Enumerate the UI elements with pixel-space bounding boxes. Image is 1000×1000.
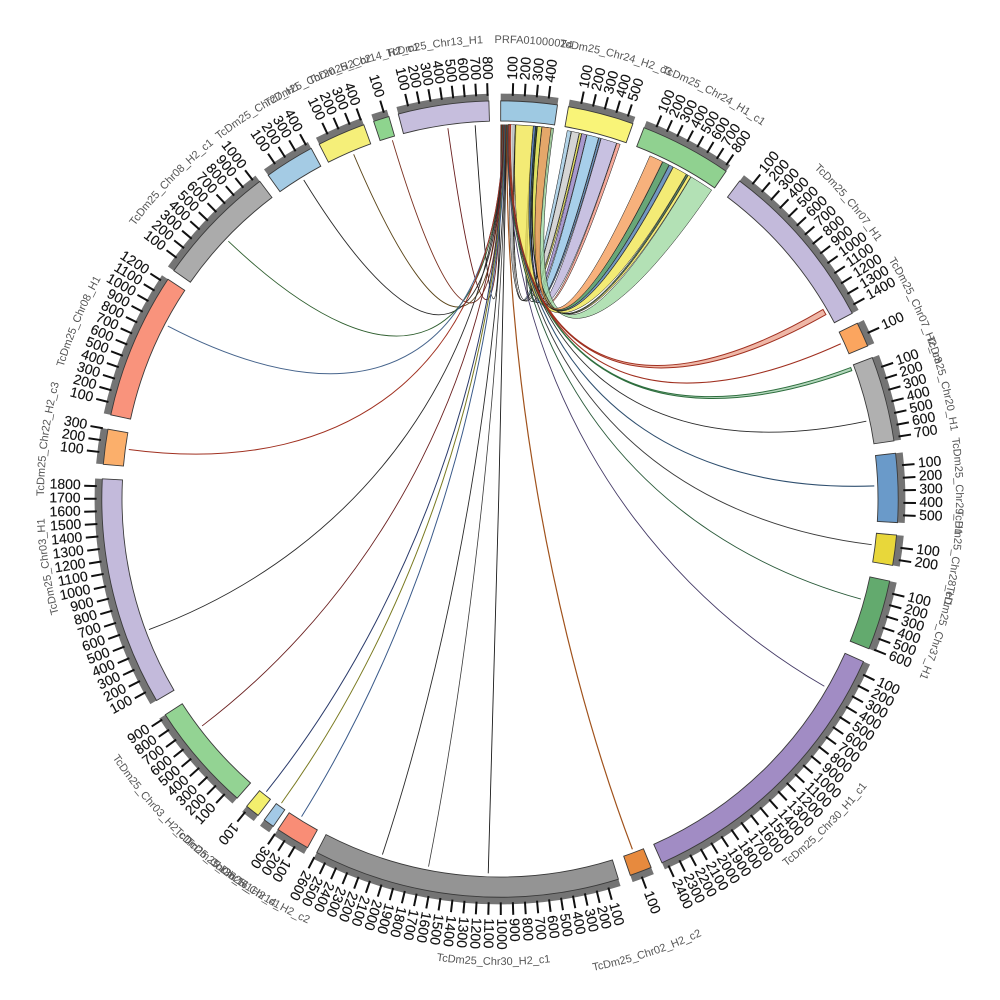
svg-text:100: 100 (504, 56, 521, 80)
svg-text:700: 700 (532, 916, 550, 941)
svg-text:300: 300 (63, 412, 89, 432)
svg-text:100: 100 (916, 541, 941, 560)
svg-text:600: 600 (911, 408, 937, 428)
svg-text:1200: 1200 (53, 555, 86, 576)
svg-text:200: 200 (516, 56, 533, 81)
svg-text:1500: 1500 (50, 516, 82, 534)
svg-text:400: 400 (905, 383, 932, 404)
svg-text:200: 200 (72, 371, 99, 393)
svg-text:500: 500 (908, 395, 934, 416)
svg-text:TcDm25_Chr29_H1: TcDm25_Chr29_H1 (949, 437, 965, 535)
svg-text:200: 200 (588, 66, 609, 93)
svg-text:1300: 1300 (52, 542, 85, 562)
svg-text:1400: 1400 (440, 915, 460, 948)
svg-text:1700: 1700 (400, 908, 422, 942)
svg-text:400: 400 (541, 58, 560, 83)
svg-text:500: 500 (624, 76, 647, 103)
svg-text:200: 200 (594, 904, 615, 931)
svg-text:700: 700 (467, 56, 484, 80)
svg-text:300: 300 (919, 480, 943, 497)
svg-text:700: 700 (76, 619, 103, 641)
svg-text:1400: 1400 (50, 529, 83, 548)
svg-text:TcDm25_Chr30_H2_c1: TcDm25_Chr30_H2_c1 (436, 952, 551, 968)
svg-text:100: 100 (575, 63, 595, 89)
svg-text:200: 200 (405, 63, 425, 89)
svg-text:500: 500 (557, 912, 576, 938)
svg-text:300: 300 (899, 612, 926, 634)
svg-text:100: 100 (366, 72, 388, 99)
svg-text:400: 400 (919, 494, 943, 510)
svg-text:100: 100 (59, 438, 84, 457)
svg-text:300: 300 (600, 69, 622, 96)
svg-text:100: 100 (893, 345, 921, 368)
svg-text:100: 100 (917, 453, 942, 471)
svg-text:300: 300 (901, 370, 928, 392)
svg-text:1100: 1100 (481, 918, 498, 949)
svg-text:400: 400 (430, 59, 449, 85)
svg-text:700: 700 (913, 421, 939, 440)
svg-text:1600: 1600 (49, 503, 81, 520)
svg-text:900: 900 (69, 593, 96, 614)
svg-text:1300: 1300 (454, 916, 473, 949)
svg-text:500: 500 (919, 507, 943, 524)
svg-text:400: 400 (79, 346, 107, 369)
svg-text:300: 300 (417, 61, 437, 87)
svg-text:400: 400 (569, 910, 589, 936)
svg-text:1100: 1100 (56, 568, 89, 589)
svg-text:200: 200 (898, 358, 925, 380)
svg-text:600: 600 (544, 914, 563, 939)
svg-text:500: 500 (442, 58, 461, 83)
svg-text:300: 300 (582, 907, 603, 933)
svg-text:600: 600 (455, 57, 473, 82)
svg-text:1800: 1800 (387, 905, 410, 939)
svg-text:200: 200 (903, 600, 930, 622)
svg-text:800: 800 (519, 917, 536, 942)
svg-text:400: 400 (895, 624, 922, 647)
svg-text:1600: 1600 (414, 911, 435, 945)
svg-text:800: 800 (480, 56, 497, 80)
svg-text:300: 300 (529, 57, 547, 82)
svg-text:400: 400 (612, 72, 634, 99)
svg-text:800: 800 (72, 606, 99, 628)
svg-text:1000: 1000 (494, 918, 510, 949)
svg-text:600: 600 (80, 631, 108, 654)
svg-text:900: 900 (507, 918, 524, 942)
svg-text:300: 300 (75, 358, 102, 380)
svg-text:100: 100 (906, 588, 933, 609)
svg-text:200: 200 (914, 553, 940, 572)
svg-text:1500: 1500 (427, 913, 447, 946)
svg-text:200: 200 (918, 466, 942, 483)
svg-text:1700: 1700 (49, 489, 80, 505)
svg-text:1200: 1200 (467, 917, 485, 949)
svg-text:100: 100 (393, 66, 414, 93)
svg-text:100: 100 (641, 888, 664, 916)
svg-text:500: 500 (84, 333, 112, 356)
svg-text:500: 500 (891, 636, 919, 659)
svg-text:1000: 1000 (58, 581, 92, 603)
svg-text:100: 100 (69, 383, 96, 404)
svg-text:200: 200 (61, 425, 87, 444)
svg-text:400: 400 (341, 80, 364, 108)
svg-text:1800: 1800 (49, 475, 81, 492)
svg-text:100: 100 (606, 901, 628, 928)
